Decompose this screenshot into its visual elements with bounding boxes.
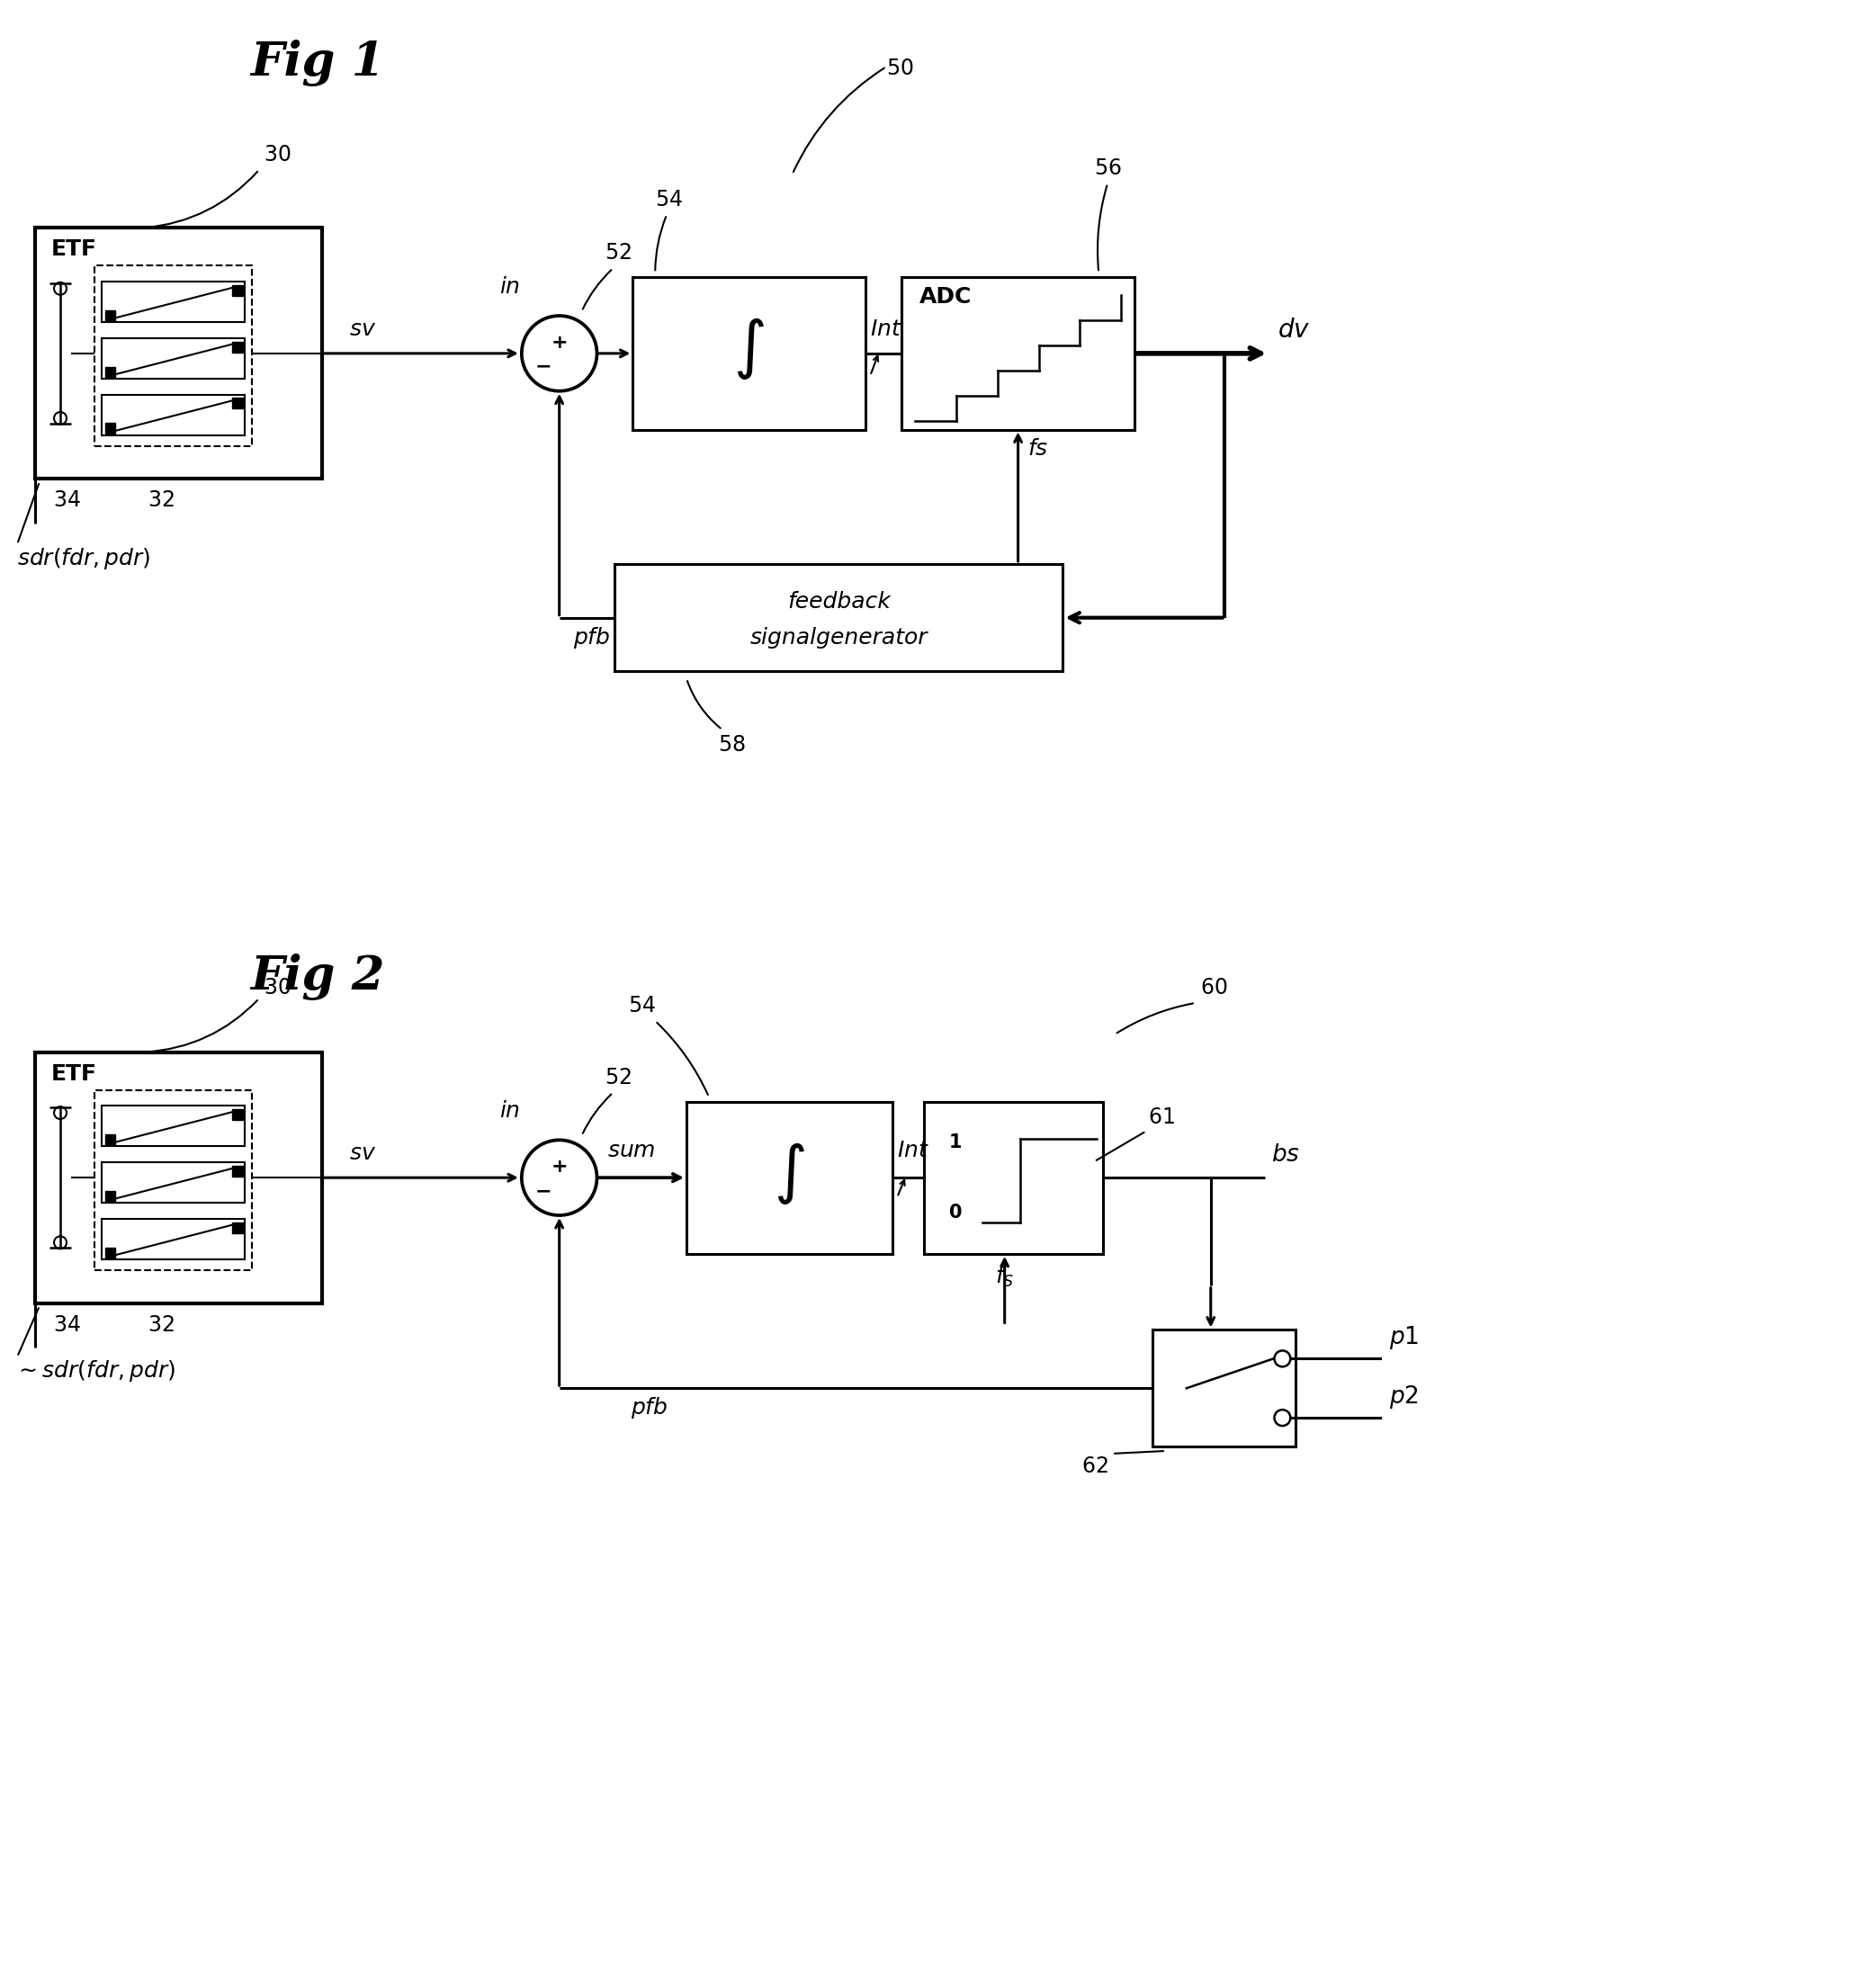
- Text: $\mathit{pfb}$: $\mathit{pfb}$: [630, 1396, 668, 1421]
- Text: 0: 0: [949, 1203, 962, 1223]
- Text: $\mathit{pfb}$: $\mathit{pfb}$: [573, 624, 610, 650]
- Text: $\mathit{54}$: $\mathit{54}$: [655, 189, 683, 211]
- Text: $\mathit{dv}$: $\mathit{dv}$: [1278, 318, 1311, 342]
- Text: $\mathit{sdr(fdr,pdr)}$: $\mathit{sdr(fdr,pdr)}$: [17, 547, 151, 571]
- Bar: [101, 282, 244, 322]
- Text: $\mathit{62}$: $\mathit{62}$: [1082, 1455, 1108, 1477]
- Bar: [101, 1163, 244, 1203]
- Text: $\mathit{56}$: $\mathit{56}$: [1095, 157, 1121, 179]
- Bar: [923, 1101, 1104, 1254]
- Text: $\mathit{\sim sdr(fdr,pdr)}$: $\mathit{\sim sdr(fdr,pdr)}$: [15, 1358, 175, 1384]
- Text: $\mathit{60}$: $\mathit{60}$: [1199, 976, 1227, 998]
- Text: $\int$: $\int$: [774, 1141, 806, 1207]
- Text: $\mathit{52}$: $\mathit{52}$: [604, 243, 630, 264]
- Text: feedback: feedback: [787, 590, 891, 612]
- Bar: [35, 229, 323, 479]
- Bar: [101, 1105, 244, 1147]
- Text: $\mathit{30}$: $\mathit{30}$: [263, 976, 291, 998]
- Text: $\mathit{30}$: $\mathit{30}$: [263, 143, 291, 165]
- Text: ADC: ADC: [919, 286, 972, 308]
- Bar: [615, 565, 1063, 672]
- Bar: [104, 423, 116, 433]
- Bar: [93, 1089, 252, 1270]
- Text: 1: 1: [949, 1133, 962, 1151]
- Text: −: −: [535, 1183, 552, 1201]
- Text: $\mathit{Int}$: $\mathit{Int}$: [871, 318, 903, 340]
- Text: $\mathit{Int}$: $\mathit{Int}$: [897, 1139, 929, 1161]
- Text: $\mathit{in}$: $\mathit{in}$: [500, 1101, 520, 1121]
- Text: $\mathit{34}$: $\mathit{34}$: [52, 1314, 80, 1336]
- Text: $\mathit{fs}$: $\mathit{fs}$: [1028, 439, 1048, 459]
- Text: $\mathit{sv}$: $\mathit{sv}$: [349, 318, 377, 340]
- Text: $\mathit{sum}$: $\mathit{sum}$: [608, 1139, 656, 1161]
- Text: $\int$: $\int$: [733, 316, 765, 382]
- Text: signalgenerator: signalgenerator: [750, 626, 927, 648]
- Text: $\mathit{61}$: $\mathit{61}$: [1149, 1107, 1175, 1129]
- Bar: [901, 276, 1134, 429]
- Text: $\mathit{p1}$: $\mathit{p1}$: [1389, 1324, 1419, 1352]
- Bar: [686, 1101, 893, 1254]
- Text: $\mathit{in}$: $\mathit{in}$: [500, 276, 520, 298]
- Bar: [632, 276, 865, 429]
- Bar: [231, 1165, 242, 1177]
- Text: Fig 1: Fig 1: [250, 40, 384, 87]
- Bar: [101, 394, 244, 435]
- Text: ETF: ETF: [50, 239, 97, 260]
- Text: $f_S$: $f_S$: [996, 1264, 1015, 1288]
- Bar: [231, 342, 242, 352]
- Text: ETF: ETF: [50, 1064, 97, 1085]
- Bar: [231, 284, 242, 296]
- Bar: [1153, 1330, 1296, 1447]
- Text: +: +: [550, 1157, 567, 1177]
- Text: $\mathit{34}$: $\mathit{34}$: [52, 489, 80, 511]
- Bar: [231, 398, 242, 410]
- Bar: [104, 1135, 116, 1145]
- Text: $\mathit{54}$: $\mathit{54}$: [629, 994, 655, 1016]
- Bar: [101, 338, 244, 378]
- Text: $\mathit{50}$: $\mathit{50}$: [886, 58, 914, 80]
- Bar: [104, 1191, 116, 1203]
- Text: $\mathit{32}$: $\mathit{32}$: [147, 489, 173, 511]
- Text: −: −: [535, 358, 552, 376]
- Bar: [231, 1223, 242, 1233]
- Text: $\mathit{p2}$: $\mathit{p2}$: [1389, 1384, 1419, 1411]
- Text: $\mathit{52}$: $\mathit{52}$: [604, 1066, 630, 1087]
- Text: +: +: [550, 334, 567, 352]
- Text: Fig 2: Fig 2: [250, 954, 384, 1000]
- Text: $\mathit{32}$: $\mathit{32}$: [147, 1314, 173, 1336]
- Bar: [104, 310, 116, 322]
- Text: $\mathit{58}$: $\mathit{58}$: [718, 734, 746, 755]
- Bar: [104, 1248, 116, 1258]
- Bar: [231, 1109, 242, 1119]
- Text: $\mathit{bs}$: $\mathit{bs}$: [1272, 1143, 1300, 1167]
- Bar: [93, 266, 252, 445]
- Bar: [104, 368, 116, 378]
- Text: $\mathit{sv}$: $\mathit{sv}$: [349, 1143, 377, 1165]
- Bar: [101, 1219, 244, 1258]
- Bar: [35, 1052, 323, 1302]
